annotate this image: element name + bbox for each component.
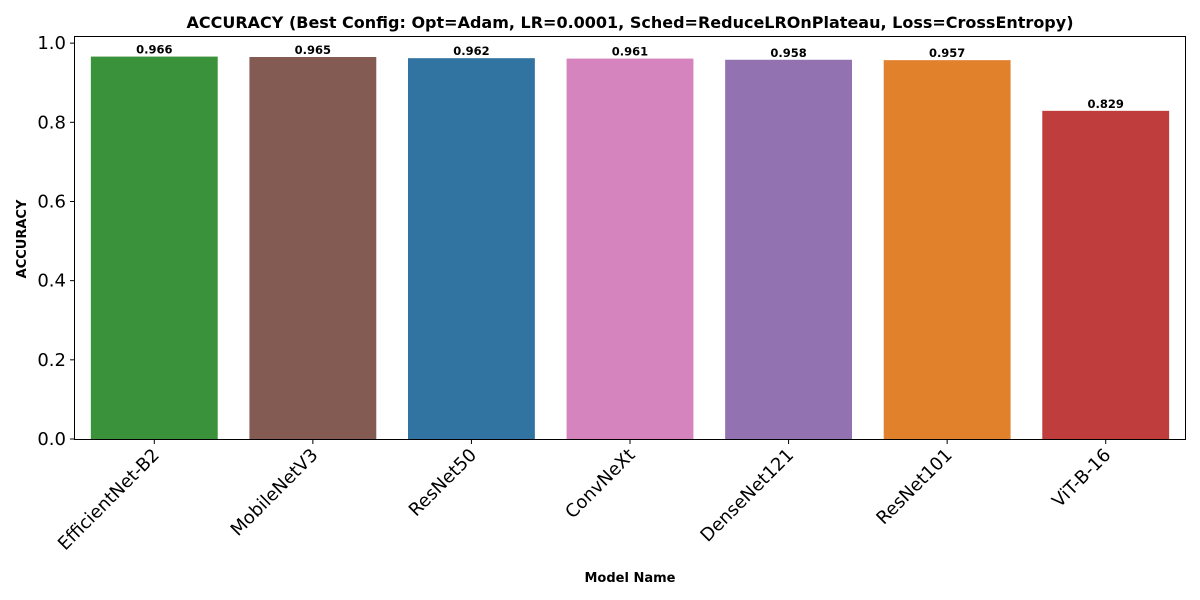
bar-value-label: 0.961	[612, 45, 648, 59]
y-tick-label: 0.2	[37, 350, 66, 371]
bar	[90, 56, 218, 439]
bar-value-label: 0.962	[453, 44, 489, 58]
y-axis-label: ACCURACY	[15, 199, 30, 278]
x-axis-ticks: EfficientNet-B2 MobileNetV3 ResNet50 ConvNe…	[54, 439, 1115, 555]
y-axis-ticks: 0.0 0.2 0.4 0.6 0.8 1.0	[37, 33, 75, 450]
bar-value-label: 0.965	[295, 43, 331, 57]
bar	[883, 60, 1011, 439]
x-tick-label: ResNet50	[405, 445, 481, 521]
bar	[249, 56, 377, 439]
bar-value-label: 0.829	[1088, 97, 1124, 111]
bar-series: 0.966 0.965 0.962 0.961 0.958 0.957 0.829	[90, 43, 1170, 440]
bar	[566, 58, 694, 440]
x-tick-label: ResNet101	[872, 445, 956, 529]
y-tick-label: 0.4	[37, 271, 66, 292]
plot-frame	[74, 36, 1186, 440]
bar	[1042, 110, 1170, 439]
bar-value-label: 0.958	[770, 46, 806, 60]
bar	[725, 59, 852, 440]
x-tick-label: EfficientNet-B2	[54, 445, 164, 555]
bar-value-label: 0.957	[929, 46, 965, 60]
y-tick-label: 0.8	[37, 112, 66, 133]
y-tick-label: 1.0	[37, 33, 66, 54]
y-tick-label: 0.0	[37, 429, 66, 450]
chart-title: ACCURACY (Best Config: Opt=Adam, LR=0.00…	[186, 13, 1073, 32]
y-tick-label: 0.6	[37, 191, 66, 212]
x-tick-label: MobileNetV3	[227, 445, 323, 541]
x-tick-label: DenseNet121	[696, 445, 798, 547]
bar-value-label: 0.966	[136, 43, 172, 57]
x-tick-label: ViT-B-16	[1048, 445, 1115, 512]
x-axis-label: Model Name	[585, 571, 676, 586]
bar	[408, 58, 535, 439]
x-tick-label: ConvNeXt	[561, 445, 639, 523]
